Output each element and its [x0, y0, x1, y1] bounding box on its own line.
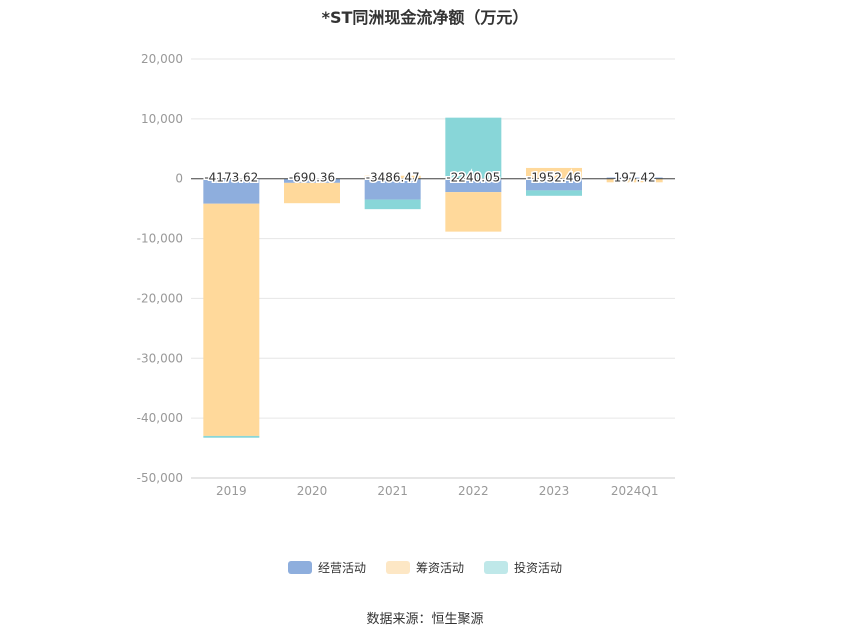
y-tick-label: 20,000 [141, 52, 183, 66]
data-label: 197.42 [614, 171, 656, 185]
bar-segment [526, 190, 582, 196]
x-tick-label: 2023 [539, 484, 570, 498]
x-tick-label: 2024Q1 [611, 484, 659, 498]
bar-segment [284, 178, 340, 183]
y-tick-label: -10,000 [137, 232, 183, 246]
data-label: -2240.05 [446, 171, 500, 185]
bar-segment [606, 177, 663, 179]
data-label: -4173.62 [204, 171, 258, 185]
y-tick-label: 10,000 [141, 112, 183, 126]
bar-segment [606, 178, 663, 183]
bar-segment [203, 178, 260, 204]
legend-item-investing[interactable]: 投资活动 [484, 559, 562, 576]
x-tick-label: 2021 [377, 484, 408, 498]
data-label: -1952.46 [527, 171, 581, 185]
bar-segment [203, 203, 260, 436]
bar-segment [364, 199, 421, 210]
y-tick-label: -50,000 [137, 471, 183, 485]
bar-segment [445, 192, 502, 232]
legend-label-operating: 经营活动 [317, 561, 366, 575]
legend-item-operating[interactable]: 经营活动 [287, 559, 366, 576]
bar-segment [284, 182, 340, 204]
legend-swatch-operating [287, 561, 312, 574]
bar-segment [526, 178, 582, 191]
y-tick-label: 0 [175, 172, 183, 186]
y-tick-label: -30,000 [137, 351, 183, 365]
chart-legend: 经营活动 筹资活动 投资活动 [0, 559, 850, 576]
data-label: -690.36 [289, 171, 335, 185]
bar-segment [203, 435, 260, 438]
legend-swatch-investing [484, 561, 508, 574]
x-tick-label: 2019 [216, 484, 247, 498]
chart-title: *ST同洲现金流净额（万元） [321, 8, 529, 27]
bar-segment [364, 178, 421, 200]
y-tick-label: -20,000 [137, 291, 183, 305]
data-label: -3486.47 [366, 171, 420, 185]
legend-label-investing: 投资活动 [514, 561, 563, 575]
x-tick-label: 2022 [458, 484, 489, 498]
legend-swatch-financing [385, 561, 410, 574]
x-tick-label: 2020 [297, 484, 328, 498]
bar-segment [364, 175, 421, 179]
legend-item-financing[interactable]: 筹资活动 [385, 559, 464, 576]
bar-segment [445, 117, 502, 179]
bar-segment [445, 178, 502, 193]
legend-label-financing: 筹资活动 [415, 561, 464, 575]
y-tick-label: -40,000 [137, 411, 183, 425]
bar-segment [526, 167, 582, 179]
data-source: 数据来源：恒生聚源 [366, 612, 484, 627]
